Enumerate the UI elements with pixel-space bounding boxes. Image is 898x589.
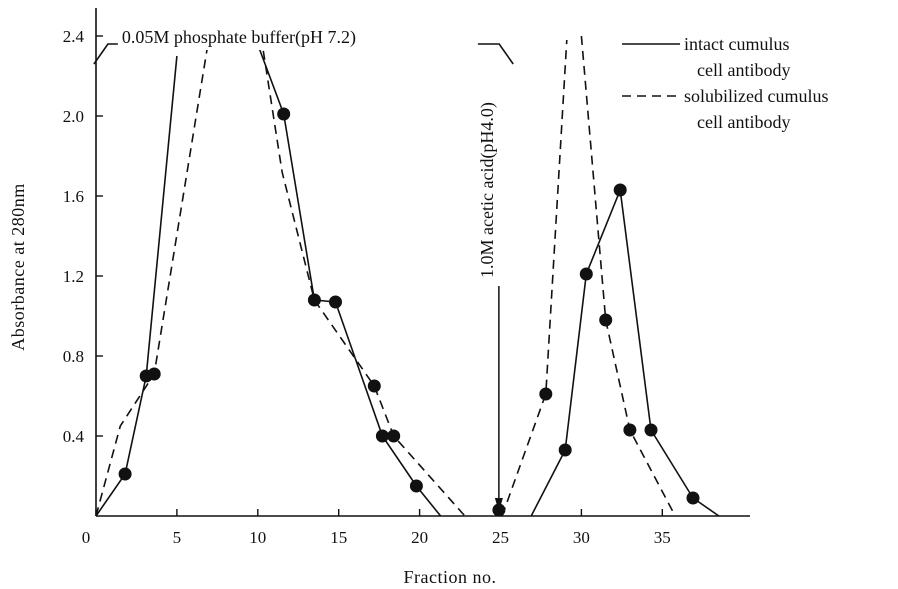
legend-label-intact: intact cumulus xyxy=(684,34,789,54)
ticks: 0 5 10 15 20 25 30 35 0.4 0.8 1.2 1.6 2.0 2.4 xyxy=(63,27,671,547)
y-tick-label: 0.8 xyxy=(63,347,84,366)
data-point-intact xyxy=(329,295,342,309)
series-line-solubilized xyxy=(501,39,568,517)
y-axis-label: Absorbance at 280nm xyxy=(8,183,28,350)
x-tick-label: 5 xyxy=(173,528,182,547)
axes xyxy=(95,8,750,517)
x-axis-label: Fraction no. xyxy=(404,567,497,587)
x-tick-label: 10 xyxy=(249,528,266,547)
series-line-solubilized xyxy=(95,45,209,517)
y-tick-label: 0.4 xyxy=(63,427,85,446)
data-point-intact xyxy=(558,443,572,457)
x-tick-label: 35 xyxy=(654,528,671,547)
data-point-intact xyxy=(409,479,423,493)
acid-arrow-head xyxy=(494,498,503,512)
series-layer xyxy=(95,35,720,517)
data-point-intact xyxy=(277,107,291,121)
y-tick-label: 1.6 xyxy=(63,187,84,206)
buffer-label: 0.05M phosphate buffer(pH 7.2) xyxy=(122,27,356,48)
data-point-solubilized xyxy=(539,387,553,401)
x-tick-label: 25 xyxy=(492,528,509,547)
y-tick-label: 2.0 xyxy=(63,107,84,126)
x-tick-label: 20 xyxy=(411,528,428,547)
bracket-label-bg xyxy=(117,22,478,50)
data-point-intact xyxy=(579,267,593,281)
series-line-intact xyxy=(530,186,720,517)
data-point-intact xyxy=(613,183,627,197)
series-line-solubilized xyxy=(260,35,466,517)
x-tick-label: 15 xyxy=(330,528,347,547)
legend-label-solubilized-line2: cell antibody xyxy=(697,112,790,132)
data-point-solubilized xyxy=(147,367,161,381)
y-tick-label: 1.2 xyxy=(63,267,84,286)
data-point-solubilized xyxy=(367,379,381,393)
data-point-intact xyxy=(118,467,132,481)
data-point-solubilized xyxy=(307,293,321,307)
data-point-intact xyxy=(644,423,658,437)
x-tick-label: 30 xyxy=(573,528,590,547)
annotations: 0.05M phosphate buffer(pH 7.2) 1.0M aceti… xyxy=(93,22,514,512)
data-point-solubilized xyxy=(623,423,637,437)
legend-label-intact-line2: cell antibody xyxy=(697,60,790,80)
x-tick-label: 0 xyxy=(82,528,91,547)
y-tick-label: 2.4 xyxy=(63,27,85,46)
data-point-solubilized xyxy=(599,313,613,327)
series-line-intact xyxy=(95,55,178,517)
data-point-intact xyxy=(375,429,389,443)
legend-label-solubilized: solubilized cumulus xyxy=(684,86,828,106)
acid-label: 1.0M acetic acid(pH4.0) xyxy=(477,102,498,278)
data-point-intact xyxy=(686,491,700,505)
legend: intact cumulus cell antibody solubilized c… xyxy=(622,34,828,132)
series-line-solubilized xyxy=(580,35,676,517)
data-point-solubilized xyxy=(387,429,401,443)
